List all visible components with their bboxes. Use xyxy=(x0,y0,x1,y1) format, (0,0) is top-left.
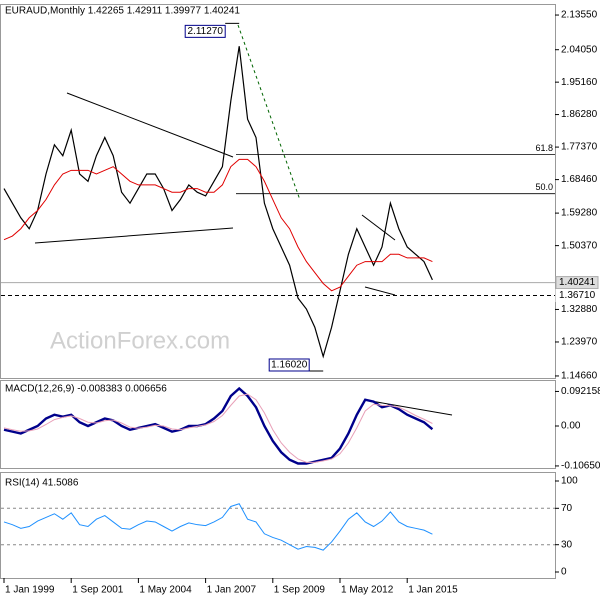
fib-level-label: 50.0 xyxy=(535,182,553,192)
x-tick-label: 1 May 2012 xyxy=(341,585,394,596)
y-tick-label: 70 xyxy=(561,503,573,514)
y-tick-label: 0.092158 xyxy=(561,386,600,397)
annotation-box xyxy=(184,24,226,38)
price-label: 1.40241 xyxy=(559,277,596,288)
y-tick-label: -0.106503 xyxy=(561,461,600,472)
y-tick-label: 1.50370 xyxy=(561,240,598,251)
x-tick-label: 1 May 2004 xyxy=(139,585,192,596)
macd-title: MACD(12,26,9) -0.008383 0.006656 xyxy=(5,384,167,395)
series-line xyxy=(3,503,433,551)
y-tick-label: 1.59280 xyxy=(561,208,598,219)
trendline xyxy=(361,214,396,241)
annotation-label: 2.11270 xyxy=(187,26,223,37)
y-tick-label: 30 xyxy=(561,539,573,550)
x-tick-label: 1 Jan 2015 xyxy=(408,585,458,596)
x-tick-label: 1 Jan 1999 xyxy=(5,585,55,596)
y-tick-label: 0 xyxy=(561,567,567,578)
chart-title: EURAUD,Monthly 1.42265 1.42911 1.39977 1… xyxy=(5,6,240,17)
series-line xyxy=(3,158,433,292)
rsi-panel xyxy=(0,472,556,579)
y-tick-label: 1.14660 xyxy=(561,371,598,382)
trendline xyxy=(66,92,234,158)
x-tick-label: 1 Sep 2001 xyxy=(72,585,124,596)
trendline xyxy=(34,227,234,244)
fib-level-label: 61.8 xyxy=(535,143,553,153)
price-box xyxy=(555,276,599,290)
y-tick-label: 1.68460 xyxy=(561,174,598,185)
y-tick-label: 1.23970 xyxy=(561,337,598,348)
watermark: ActionForex.com xyxy=(50,327,230,354)
x-tick-label: 1 Jan 2007 xyxy=(207,585,257,596)
y-tick-label: 2.13550 xyxy=(561,10,598,21)
series-line xyxy=(3,386,434,465)
macd-panel xyxy=(0,380,556,469)
annotation-label: 1.16020 xyxy=(271,360,308,371)
trendline xyxy=(364,286,396,296)
series-line xyxy=(3,393,433,463)
price-label: 1.36710 xyxy=(559,290,596,301)
y-tick-label: 2.04050 xyxy=(561,44,598,55)
y-tick-label: 1.32880 xyxy=(561,304,598,315)
y-tick-label: 100 xyxy=(561,476,578,487)
annotation-box xyxy=(268,358,310,372)
price-box xyxy=(555,288,599,302)
series-line xyxy=(3,46,433,359)
y-tick-label: 1.77370 xyxy=(561,142,598,153)
trendline xyxy=(364,399,453,416)
price-panel xyxy=(0,4,556,379)
trendline xyxy=(237,24,301,201)
x-tick-label: 1 Sep 2009 xyxy=(274,585,326,596)
y-tick-label: 1.86280 xyxy=(561,109,598,120)
y-tick-label: 1.95160 xyxy=(561,77,598,88)
rsi-title: RSI(14) 41.5086 xyxy=(5,478,79,489)
y-tick-label: 0.00 xyxy=(561,421,581,432)
